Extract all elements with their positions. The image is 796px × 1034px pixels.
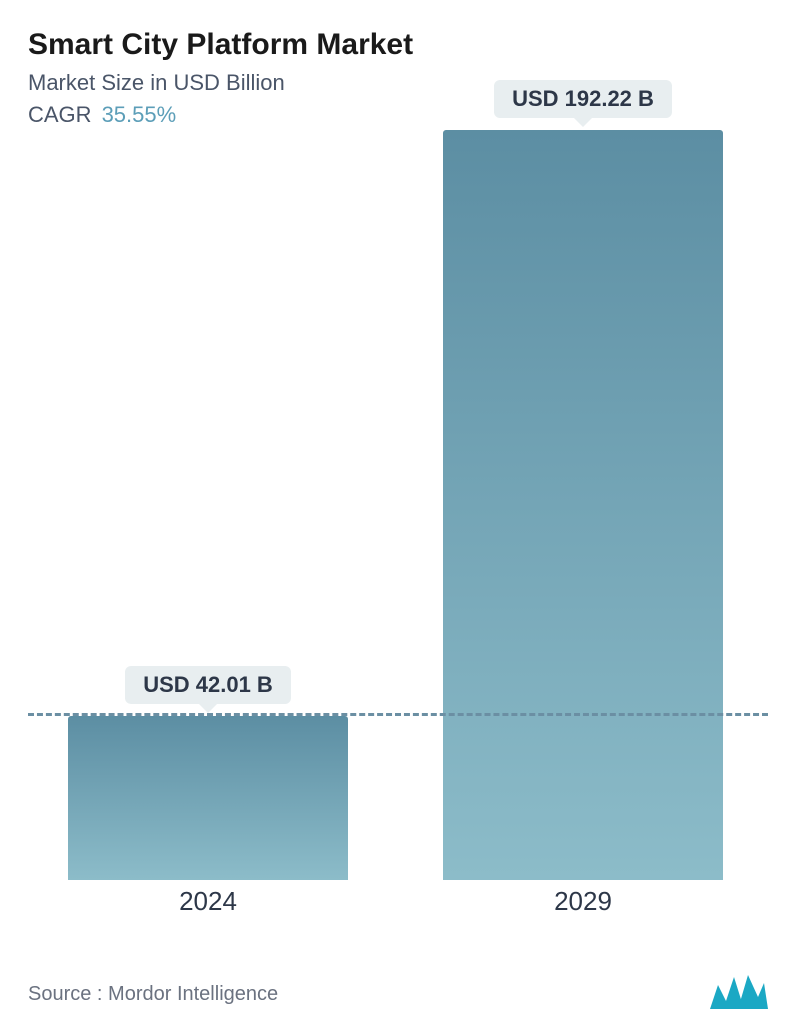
bar-value-label-2024: USD 42.01 B — [68, 666, 348, 704]
mordor-logo-icon — [710, 975, 768, 1014]
chart-footer: Source : Mordor Intelligence — [28, 975, 768, 1014]
bar-2029 — [443, 130, 723, 880]
reference-line — [28, 713, 768, 716]
bar-value-label-2029: USD 192.22 B — [443, 80, 723, 118]
bar-2024 — [68, 716, 348, 880]
chart-title: Smart City Platform Market — [28, 28, 768, 62]
x-axis-labels: 2024 2029 — [28, 886, 768, 926]
x-label-2024: 2024 — [68, 886, 348, 917]
cagr-label: CAGR — [28, 102, 92, 127]
bar-chart: USD 42.01 BUSD 192.22 B — [28, 130, 768, 880]
logo-svg — [710, 975, 768, 1009]
x-label-2029: 2029 — [443, 886, 723, 917]
cagr-value: 35.55% — [102, 102, 177, 127]
source-attribution: Source : Mordor Intelligence — [28, 983, 278, 1006]
